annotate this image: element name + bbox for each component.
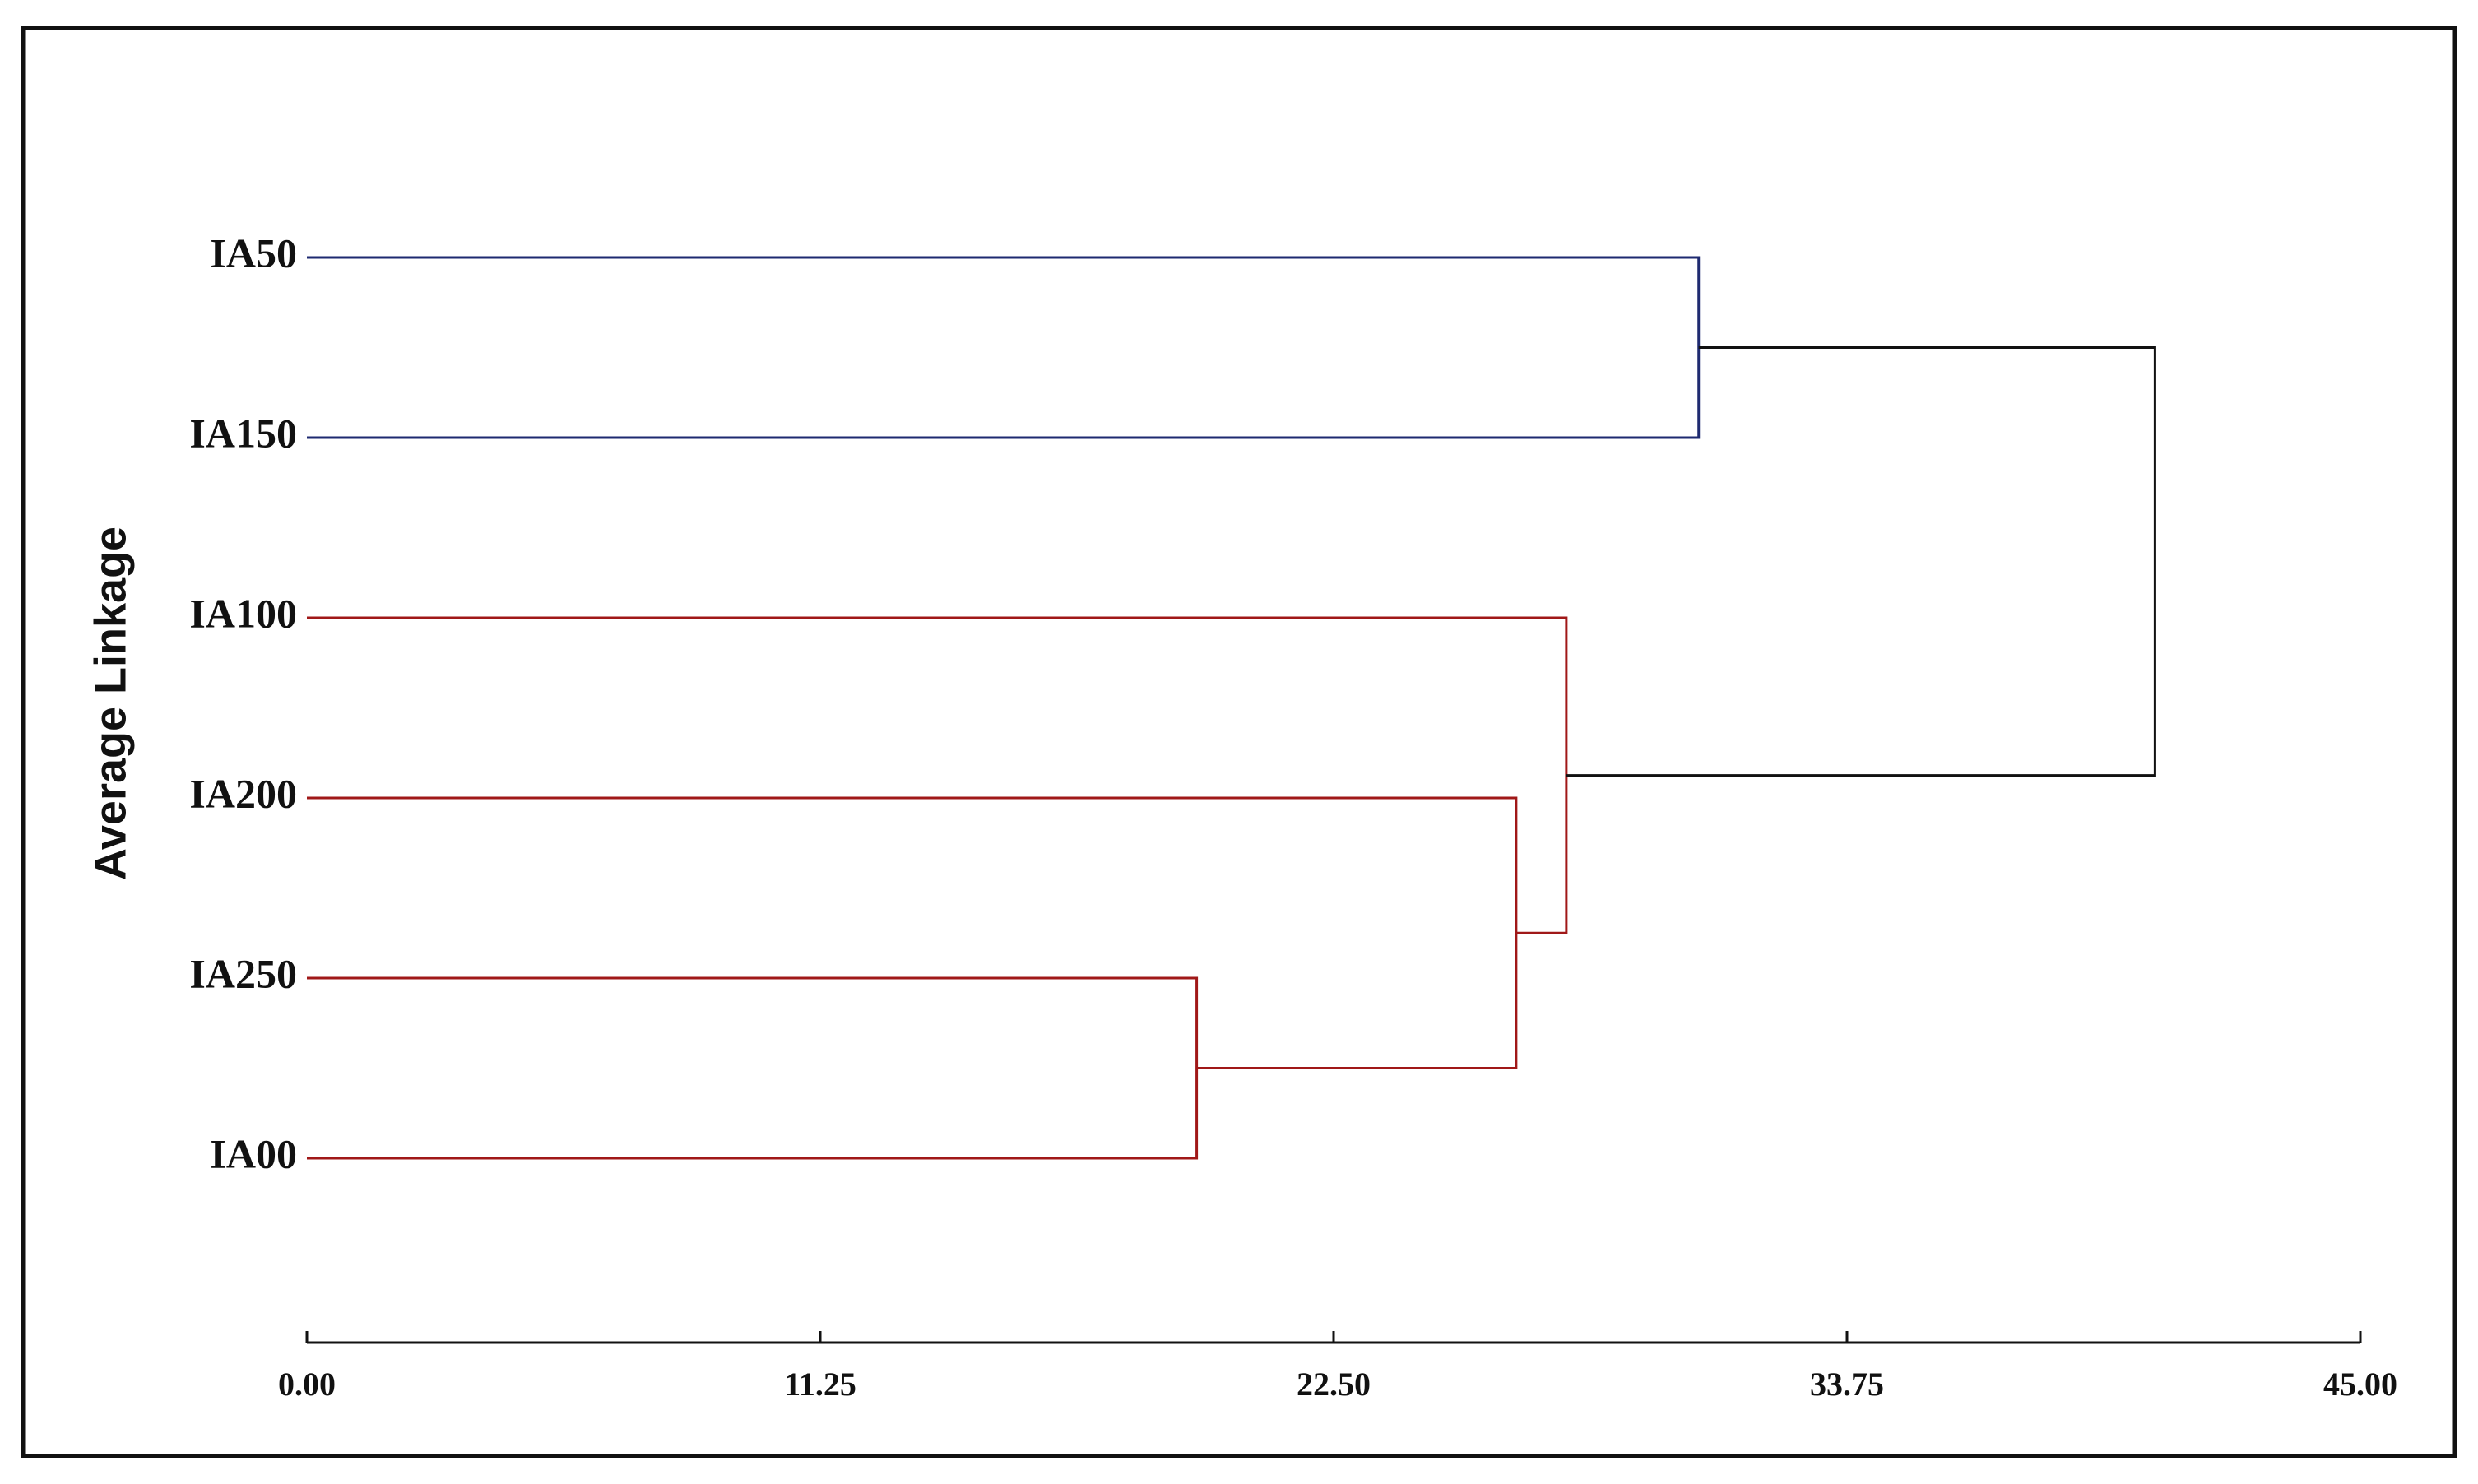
merge-link <box>307 976 1199 1160</box>
leaf-label: IA150 <box>189 410 297 456</box>
merge-link <box>307 796 1518 1069</box>
merge-link <box>307 616 1568 934</box>
leaf-label: IA200 <box>189 770 297 816</box>
x-tick-label: 33.75 <box>1810 1366 1884 1403</box>
merge-link <box>1566 346 2156 777</box>
x-tick-label: 22.50 <box>1297 1366 1371 1403</box>
frame <box>21 26 2457 1458</box>
leaf-label: IA00 <box>210 1130 297 1176</box>
leaf-label: IA50 <box>210 230 297 276</box>
x-tick-label: 45.00 <box>2323 1366 2397 1403</box>
x-tick-label: 0.00 <box>278 1366 336 1403</box>
leaf-label: IA100 <box>189 590 297 636</box>
leaf-label: IA250 <box>189 950 297 996</box>
merge-link <box>307 256 1701 439</box>
y-axis-label: Average Linkage <box>86 526 135 880</box>
x-tick-label: 11.25 <box>784 1366 856 1403</box>
